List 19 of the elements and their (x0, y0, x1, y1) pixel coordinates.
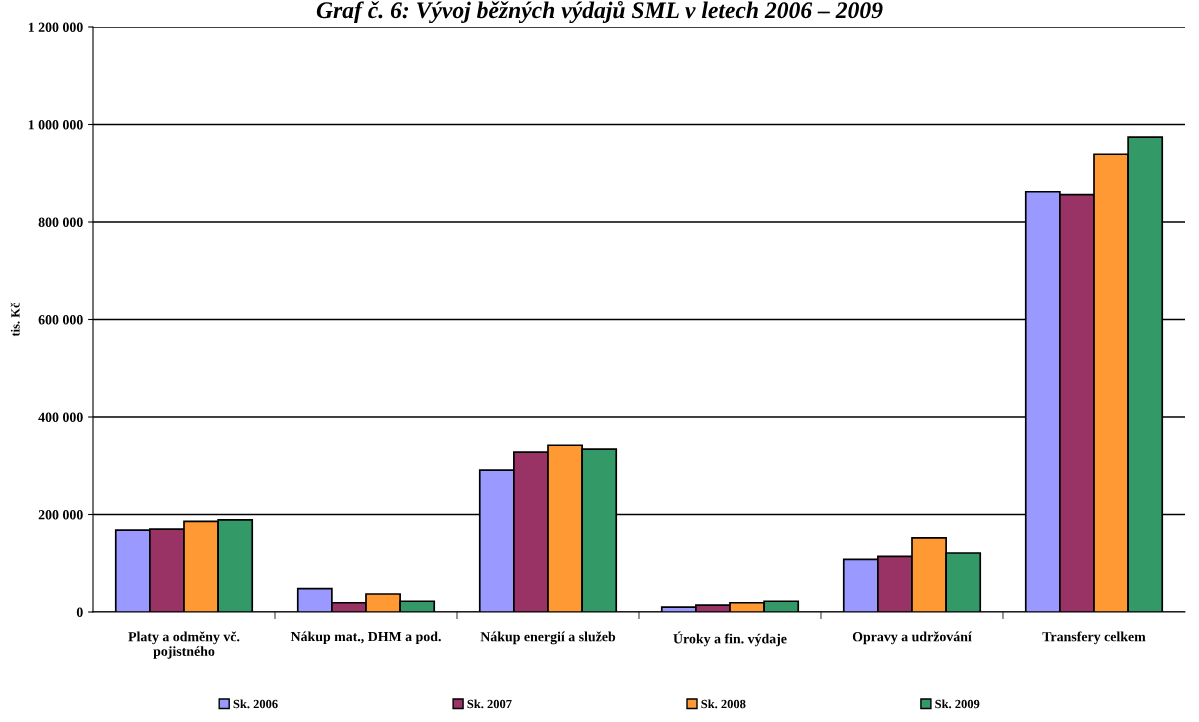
x-tick-label: Nákup energií a služeb (480, 631, 616, 645)
y-axis-title: tis. Kč (10, 302, 20, 337)
y-tick-label: 600 000 (38, 315, 83, 325)
x-tick-label: Nákup mat., DHM a pod. (290, 631, 441, 645)
y-tick-label: 200 000 (38, 510, 83, 520)
chart-title: Graf č. 6: Vývoj běžných výdajů SML v letech 2006 – 2009 (316, 0, 883, 24)
x-tick-label: Platy a odměny vč. pojistného (128, 631, 240, 659)
legend-label: Sk. 2008 (701, 699, 746, 709)
legend-label: Sk. 2006 (233, 699, 278, 709)
y-tick-label: 1 000 000 (28, 120, 83, 130)
x-tick-label: Úroky a fin. výdaje (673, 631, 787, 647)
y-tick-label: 400 000 (38, 412, 83, 422)
legend-label: Sk. 2007 (467, 699, 512, 709)
y-tick-label: 1 200 000 (28, 22, 83, 32)
x-tick-label: Transfery celkem (1042, 631, 1146, 645)
legend-label: Sk. 2009 (935, 699, 980, 709)
x-tick-label: Opravy a udržování (852, 631, 972, 645)
y-tick-label: 800 000 (38, 217, 83, 227)
y-tick-label: 0 (76, 607, 83, 617)
